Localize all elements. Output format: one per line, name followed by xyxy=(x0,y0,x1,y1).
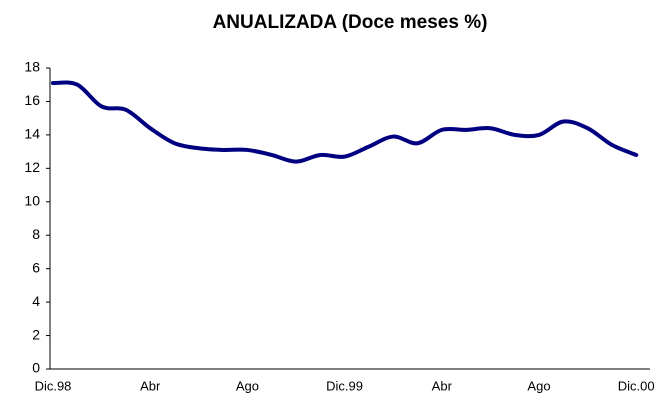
x-tick-label: Ago xyxy=(236,378,259,393)
y-tick-label: 0 xyxy=(32,360,40,376)
data-line xyxy=(51,80,639,164)
y-tick-label: 10 xyxy=(24,192,40,208)
y-tick-label: 12 xyxy=(24,159,40,175)
x-tick-label: Dic.99 xyxy=(326,378,363,393)
x-tick-label: Dic.00 xyxy=(618,378,655,393)
y-tick-label: 2 xyxy=(32,326,40,342)
x-tick-label: Abr xyxy=(140,378,161,393)
y-tick-label: 16 xyxy=(24,92,40,108)
y-tick-label: 14 xyxy=(24,126,40,142)
y-tick-label: 6 xyxy=(32,259,40,275)
y-tick-label: 4 xyxy=(32,293,40,309)
y-tick-label: 18 xyxy=(24,59,40,75)
x-tick-label: Dic.98 xyxy=(35,378,72,393)
chart-title: ANUALIZADA (Doce meses %) xyxy=(213,12,488,33)
x-tick-label: Abr xyxy=(432,378,453,393)
y-tick-label: 8 xyxy=(32,226,40,242)
x-tick-label: Ago xyxy=(527,378,550,393)
